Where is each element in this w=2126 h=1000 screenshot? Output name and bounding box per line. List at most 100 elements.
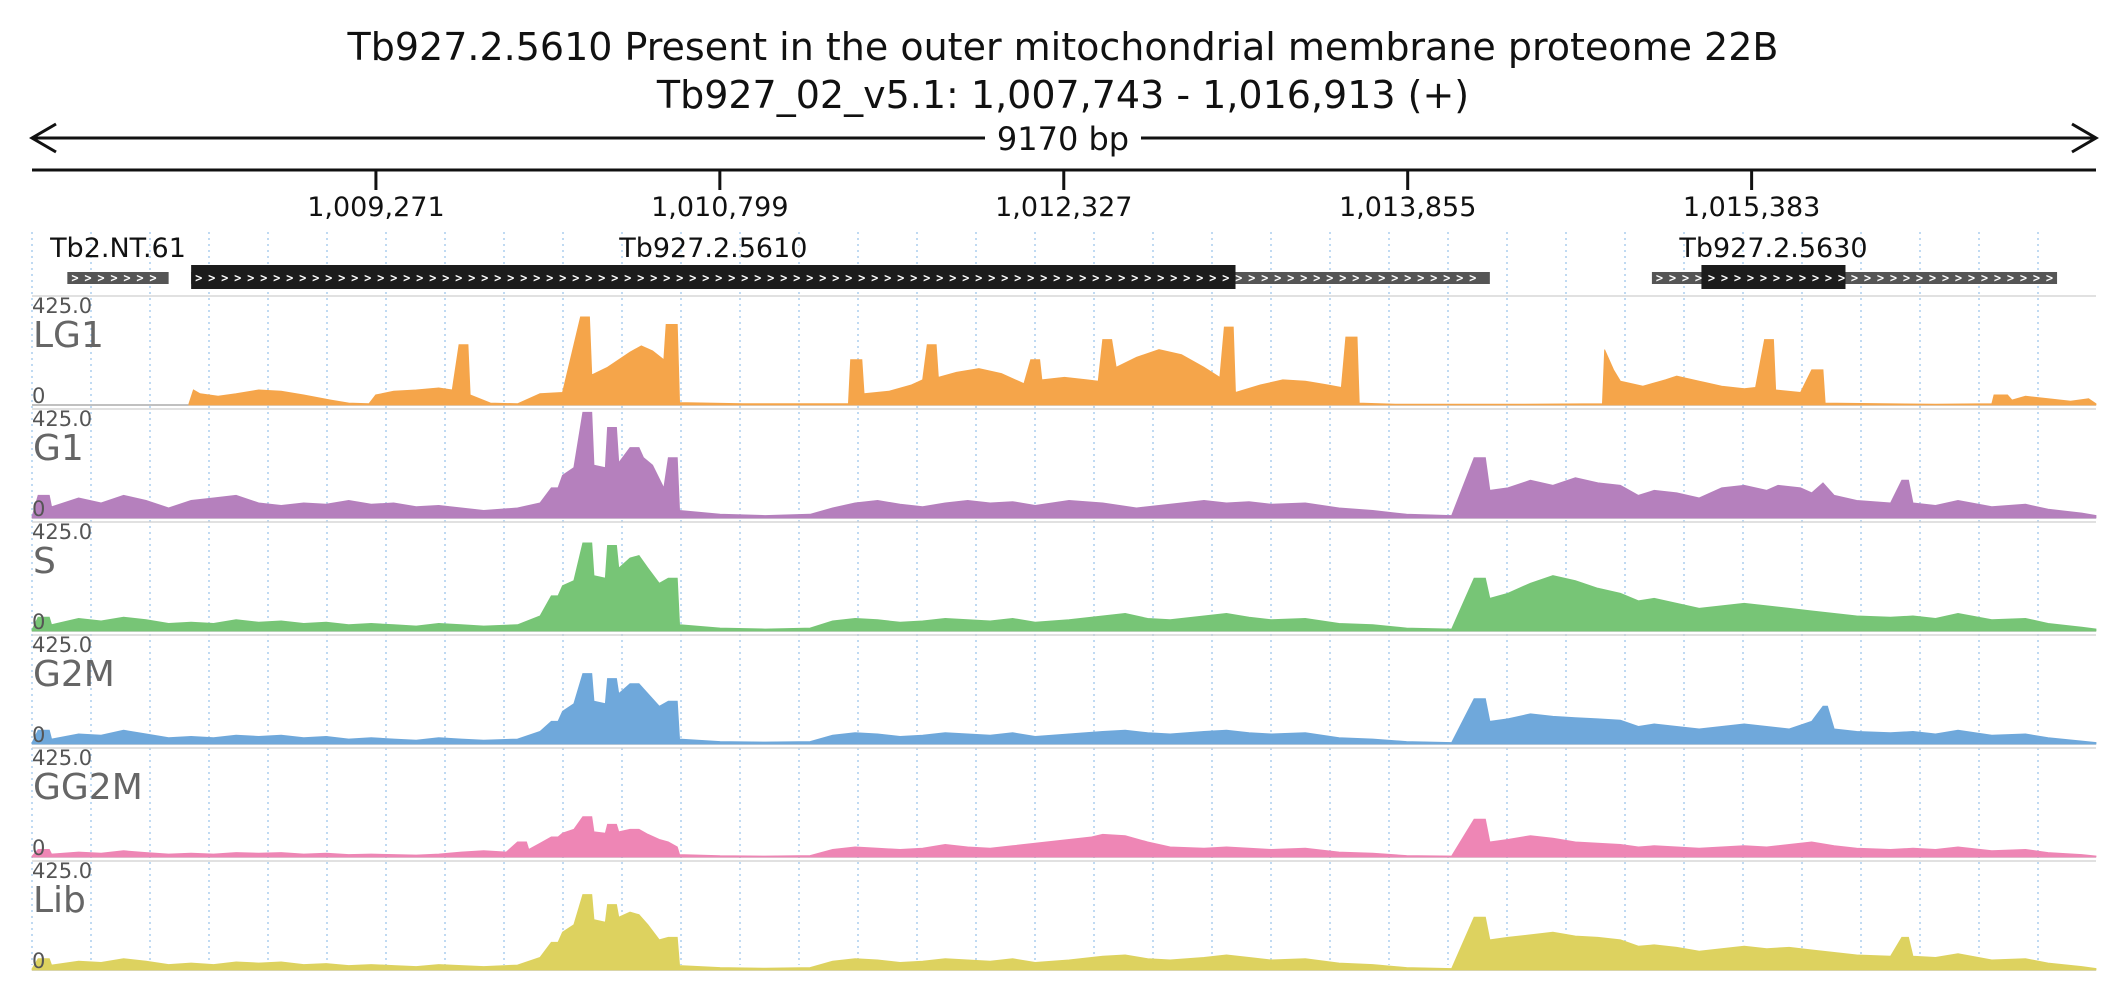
- strand-chevron-icon: >: [910, 271, 917, 285]
- strand-chevron-icon: >: [136, 271, 143, 285]
- strand-chevron-icon: >: [2033, 271, 2040, 285]
- strand-chevron-icon: >: [1669, 271, 1676, 285]
- strand-chevron-icon: >: [650, 271, 657, 285]
- strand-chevron-icon: >: [1890, 271, 1897, 285]
- gene-cds-bar: [191, 265, 1236, 289]
- gene-annotation-track: > > > > > > > Tb2.NT.61 > > > > > > > > > > > > > > > > > > > > > > > >…: [49, 233, 2058, 289]
- strand-chevron-icon: >: [390, 271, 397, 285]
- strand-chevron-icon: >: [1053, 271, 1060, 285]
- strand-chevron-icon: >: [962, 271, 969, 285]
- gene-label: Tb927.2.5630: [1678, 233, 1867, 264]
- strand-chevron-icon: >: [1001, 271, 1008, 285]
- strand-chevron-icon: >: [1430, 271, 1437, 285]
- strand-chevron-icon: >: [923, 271, 930, 285]
- gene-cds-bar: [1701, 265, 1846, 289]
- strand-chevron-icon: >: [1183, 271, 1190, 285]
- strand-chevron-icon: >: [2020, 271, 2027, 285]
- strand-chevron-icon: >: [2046, 271, 2053, 285]
- region-coordinates: Tb927_02_v5.1: 1,007,743 - 1,016,913 (+): [656, 73, 1469, 117]
- strand-chevron-icon: >: [702, 271, 709, 285]
- strand-chevron-icon: >: [1014, 271, 1021, 285]
- strand-chevron-icon: >: [1903, 271, 1910, 285]
- strand-chevron-icon: >: [1773, 271, 1780, 285]
- strand-chevron-icon: >: [325, 271, 332, 285]
- ruler-tick-label: 1,010,799: [651, 192, 788, 223]
- strand-chevron-icon: >: [1170, 271, 1177, 285]
- track-name: GG2M: [33, 767, 143, 808]
- strand-chevron-icon: >: [598, 271, 605, 285]
- strand-chevron-icon: >: [1222, 271, 1229, 285]
- strand-chevron-icon: >: [949, 271, 956, 285]
- strand-chevron-icon: >: [1040, 271, 1047, 285]
- strand-chevron-icon: >: [97, 271, 104, 285]
- strand-chevron-icon: >: [676, 271, 683, 285]
- strand-chevron-icon: >: [819, 271, 826, 285]
- coverage-area: [31, 411, 2097, 519]
- strand-chevron-icon: >: [1734, 271, 1741, 285]
- coverage-tracks: 425.0LG10425.0G10425.0S0425.0G2M0425.0GG…: [31, 294, 2097, 973]
- coverage-area: [31, 816, 2097, 858]
- strand-chevron-icon: >: [637, 271, 644, 285]
- strand-chevron-icon: >: [1968, 271, 1975, 285]
- strand-chevron-icon: >: [84, 271, 91, 285]
- track-max-label: 425.0: [32, 520, 92, 544]
- strand-chevron-icon: >: [468, 271, 475, 285]
- strand-chevron-icon: >: [1092, 271, 1099, 285]
- strand-chevron-icon: >: [299, 271, 306, 285]
- strand-chevron-icon: >: [1877, 271, 1884, 285]
- coordinate-ruler: 1,009,271 1,010,799 1,012,327 1,013,855 1,01…: [32, 168, 2096, 223]
- ruler-tick-label: 1,009,271: [307, 192, 444, 223]
- strand-chevron-icon: >: [741, 271, 748, 285]
- coverage-area: [31, 894, 2097, 971]
- strand-chevron-icon: >: [429, 271, 436, 285]
- strand-chevron-icon: >: [624, 271, 631, 285]
- span-arrow-left-icon: [29, 122, 57, 154]
- strand-chevron-icon: >: [195, 271, 202, 285]
- strand-chevron-icon: >: [1339, 271, 1346, 285]
- strand-chevron-icon: >: [455, 271, 462, 285]
- vertical-gridlines: [31, 232, 2039, 965]
- strand-chevron-icon: >: [1365, 271, 1372, 285]
- track-name: LG1: [33, 315, 104, 356]
- strand-chevron-icon: >: [1391, 271, 1398, 285]
- strand-chevron-icon: >: [793, 271, 800, 285]
- strand-chevron-icon: >: [585, 271, 592, 285]
- gene-label: Tb927.2.5610: [618, 233, 807, 264]
- strand-chevron-icon: >: [1131, 271, 1138, 285]
- strand-chevron-icon: >: [1708, 271, 1715, 285]
- strand-chevron-icon: >: [728, 271, 735, 285]
- ruler-tick-label: 1,015,383: [1683, 192, 1820, 223]
- strand-chevron-icon: >: [715, 271, 722, 285]
- strand-chevron-icon: >: [1209, 271, 1216, 285]
- strand-chevron-icon: >: [1838, 271, 1845, 285]
- strand-chevron-icon: >: [364, 271, 371, 285]
- strand-chevron-icon: >: [442, 271, 449, 285]
- track-min-label: 0: [32, 949, 45, 973]
- strand-chevron-icon: >: [546, 271, 553, 285]
- strand-chevron-icon: >: [1274, 271, 1281, 285]
- strand-chevron-icon: >: [1721, 271, 1728, 285]
- strand-chevron-icon: >: [273, 271, 280, 285]
- strand-chevron-icon: >: [338, 271, 345, 285]
- strand-chevron-icon: >: [234, 271, 241, 285]
- strand-chevron-icon: >: [858, 271, 865, 285]
- track-max-label: 425.0: [32, 294, 92, 318]
- strand-chevron-icon: >: [1287, 271, 1294, 285]
- ruler-tick-label: 1,012,327: [995, 192, 1132, 223]
- strand-chevron-icon: >: [1916, 271, 1923, 285]
- strand-chevron-icon: >: [689, 271, 696, 285]
- strand-chevron-icon: >: [1851, 271, 1858, 285]
- strand-chevron-icon: >: [149, 271, 156, 285]
- strand-chevron-icon: >: [1300, 271, 1307, 285]
- strand-chevron-icon: >: [1417, 271, 1424, 285]
- strand-chevron-icon: >: [1760, 271, 1767, 285]
- coverage-area: [31, 542, 2097, 632]
- strand-chevron-icon: >: [494, 271, 501, 285]
- strand-chevron-icon: >: [1825, 271, 1832, 285]
- track-min-label: 0: [32, 610, 45, 634]
- strand-chevron-icon: >: [559, 271, 566, 285]
- strand-chevron-icon: >: [611, 271, 618, 285]
- strand-chevron-icon: >: [507, 271, 514, 285]
